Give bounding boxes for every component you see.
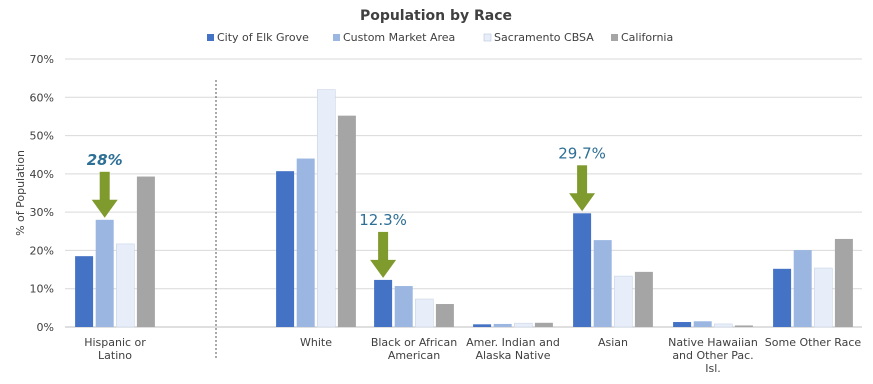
y-tick-label: 40%: [30, 168, 54, 181]
bar: [534, 322, 553, 327]
bar: [813, 267, 833, 328]
category-label: Black or African: [371, 336, 457, 349]
bar: [773, 268, 792, 327]
category-label: Some Other Race: [765, 336, 862, 349]
bar: [414, 298, 434, 328]
y-axis-label: % of Population: [14, 150, 27, 236]
y-tick-label: 60%: [30, 91, 54, 104]
legend-swatch: [207, 34, 214, 41]
y-tick-label: 10%: [30, 283, 54, 296]
bar: [296, 158, 315, 327]
annotation-arrow: [370, 231, 397, 278]
bar: [394, 286, 413, 327]
category-label: Latino: [98, 349, 132, 362]
category-label: American: [388, 349, 440, 362]
y-tick-label: 20%: [30, 244, 54, 257]
y-tick-label: 70%: [30, 53, 54, 66]
legend-label: Sacramento CBSA: [494, 31, 594, 44]
bar: [693, 321, 712, 327]
chart-title: Population by Race: [360, 8, 512, 24]
bar: [116, 243, 135, 328]
annotation-arrow: [91, 171, 118, 218]
bar: [593, 240, 612, 327]
y-tick-label: 50%: [30, 130, 54, 143]
annotation-label: 29.7%: [558, 144, 606, 162]
bar: [634, 271, 653, 327]
arrow-head: [370, 259, 397, 278]
bar: [613, 275, 633, 328]
bar: [734, 325, 753, 327]
category-label: Amer. Indian and: [466, 336, 560, 349]
y-tick-label: 0%: [37, 321, 54, 334]
category-label: Alaska Native: [475, 349, 550, 362]
bar: [374, 279, 393, 327]
y-tick-label: 30%: [30, 206, 54, 219]
arrow-shaft: [378, 231, 389, 262]
legend-label: Custom Market Area: [343, 31, 455, 44]
category-label: and Other Pac.: [672, 349, 753, 362]
arrow-shaft: [99, 171, 110, 202]
legend-swatch: [611, 34, 618, 41]
bar: [136, 176, 155, 327]
bar: [316, 89, 336, 328]
annotation-arrow: [569, 165, 596, 212]
legend-label: City of Elk Grove: [217, 31, 309, 44]
legend: City of Elk Grove Custom Market Area Sacra…: [207, 31, 673, 44]
category-label: White: [300, 336, 332, 349]
category-label: Isl.: [705, 362, 721, 375]
bar: [493, 323, 512, 327]
annotation-label: 28%: [87, 151, 123, 169]
legend-swatch: [333, 34, 340, 41]
bar: [473, 324, 492, 327]
category-label: Hispanic or: [84, 336, 146, 349]
bar: [276, 171, 295, 327]
bar: [513, 322, 533, 328]
bar: [573, 213, 592, 327]
gridlines: [65, 58, 862, 328]
legend-label: California: [621, 31, 673, 44]
annotation-label: 12.3%: [359, 211, 407, 229]
annotations: 28% 12.3% 29.7%: [87, 144, 606, 278]
arrow-shaft: [577, 165, 588, 196]
bar: [673, 322, 692, 327]
bar: [793, 250, 812, 327]
bar: [435, 304, 454, 327]
category-label: Native Hawaiian: [668, 336, 758, 349]
bar: [95, 219, 114, 327]
arrow-head: [91, 199, 118, 218]
y-axis-ticks: 0% 10% 20% 30% 40% 50% 60% 70%: [30, 53, 54, 334]
legend-swatch: [483, 33, 492, 42]
bar: [713, 323, 733, 328]
category-label: Asian: [598, 336, 628, 349]
bar: [337, 115, 356, 327]
bar: [75, 256, 94, 327]
arrow-head: [569, 193, 596, 212]
bar: [834, 238, 853, 327]
bars: [75, 89, 853, 328]
